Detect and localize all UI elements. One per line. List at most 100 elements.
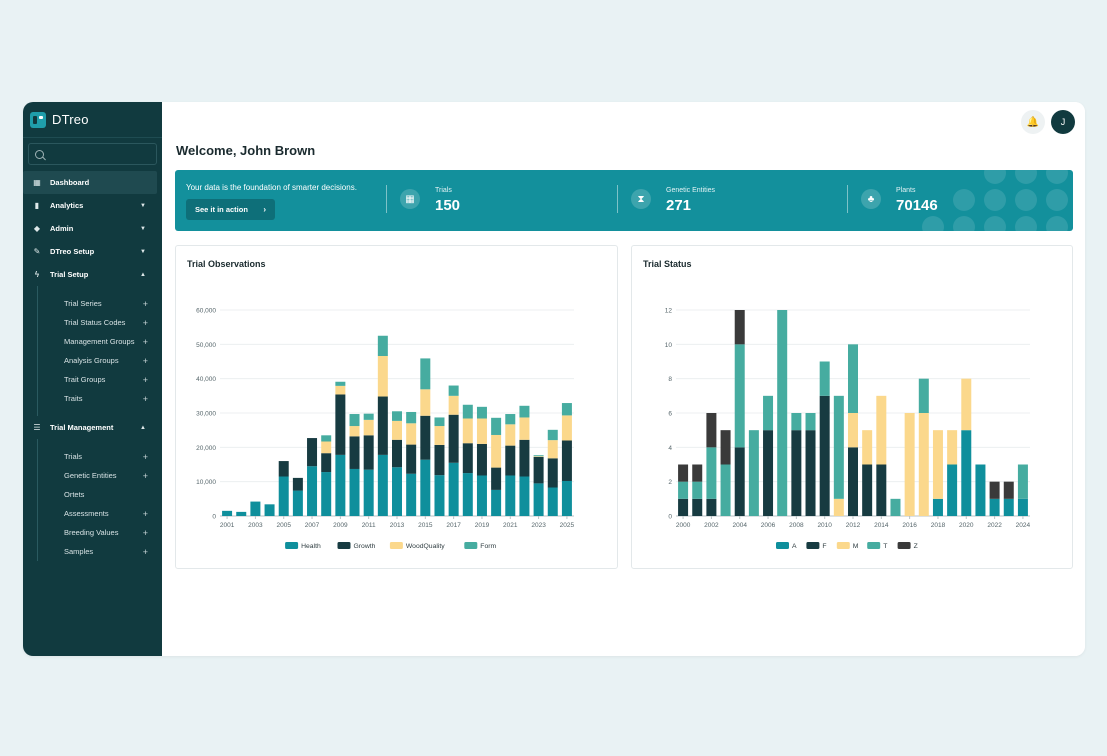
sidebar-subitem-label: Trait Groups	[64, 375, 106, 384]
sidebar-item-trial-management[interactable]: ☰ Trial Management ▲	[23, 416, 162, 439]
x-tick-label: 2004	[732, 522, 747, 529]
bar-segment-form	[406, 411, 417, 424]
bar-segment-t	[678, 481, 689, 499]
plus-icon[interactable]: +	[142, 298, 148, 309]
see-it-in-action-button[interactable]: See it in action ›	[186, 199, 275, 220]
trial-setup-submenu: Trial Series + Trial Status Codes + Manage…	[37, 286, 162, 416]
y-tick-label: 0	[212, 514, 216, 521]
stat-value-trials: 150	[435, 197, 461, 214]
x-tick-label: 2016	[902, 522, 917, 529]
bar-segment-growth	[448, 414, 459, 463]
bar-segment-health	[321, 472, 332, 516]
x-tick-label: 2022	[987, 522, 1002, 529]
sidebar-item-analytics[interactable]: ▮ Analytics ▼	[23, 194, 162, 217]
sidebar-subitem[interactable]: Traits +	[64, 389, 162, 408]
stat-value-plants: 70146	[896, 197, 938, 214]
bar-segment-m	[904, 413, 915, 516]
sidebar-subitem[interactable]: Samples +	[64, 542, 162, 561]
clipboard-icon: ☰	[33, 423, 41, 432]
plus-icon[interactable]: +	[142, 470, 148, 481]
sidebar-subitem[interactable]: Trial Status Codes +	[64, 313, 162, 332]
sidebar-item-dashboard[interactable]: ▦ Dashboard	[23, 171, 157, 194]
sidebar-subitem[interactable]: Management Groups +	[64, 332, 162, 351]
bar-segment-growth	[335, 394, 346, 455]
sidebar-item-dtreo-setup[interactable]: ✎ DTreo Setup ▼	[23, 240, 162, 263]
sidebar-subitem[interactable]: Trial Series +	[64, 294, 162, 313]
x-tick-label: 2006	[761, 522, 776, 529]
legend-label: WoodQuality	[406, 543, 445, 550]
bar-segment-growth	[363, 435, 374, 470]
bar-segment-f	[678, 498, 689, 516]
bar-segment-woodquality	[533, 456, 544, 457]
bar-segment-form	[321, 435, 332, 442]
plus-icon[interactable]: +	[142, 355, 148, 366]
search-input[interactable]	[28, 143, 157, 165]
decorative-circle	[953, 189, 975, 211]
avatar[interactable]: J	[1051, 110, 1075, 134]
plus-icon[interactable]: +	[142, 317, 148, 328]
divider	[617, 185, 618, 213]
bar-segment-form	[448, 385, 459, 396]
notification-bell-icon[interactable]: 🔔	[1021, 110, 1045, 134]
legend-label: T	[883, 543, 887, 550]
plus-icon[interactable]: +	[142, 374, 148, 385]
bar-segment-t	[890, 498, 901, 516]
bar-segment-growth	[307, 438, 318, 467]
bar-segment-health	[420, 459, 431, 516]
plus-icon[interactable]: +	[142, 336, 148, 347]
bar-segment-growth	[392, 439, 402, 468]
sidebar-item-admin[interactable]: ◆ Admin ▼	[23, 217, 162, 240]
bar-segment-health	[491, 489, 502, 516]
page-title: Welcome, John Brown	[176, 143, 316, 158]
sidebar-subitem[interactable]: Analysis Groups +	[64, 351, 162, 370]
sidebar-subitem[interactable]: Trials +	[64, 447, 162, 466]
bar-segment-health	[236, 511, 247, 516]
bar-segment-woodquality	[547, 440, 558, 459]
plus-icon[interactable]: +	[142, 527, 148, 538]
sidebar-subitem[interactable]: Assessments +	[64, 504, 162, 523]
bar-segment-form	[349, 414, 360, 427]
decorative-circle	[984, 189, 1006, 211]
bar-segment-growth	[561, 440, 572, 481]
x-tick-label: 2000	[676, 522, 691, 529]
sidebar-subitem[interactable]: Breeding Values +	[64, 523, 162, 542]
decorative-circle	[953, 216, 975, 231]
legend-swatch	[337, 542, 351, 549]
plus-icon[interactable]: +	[142, 508, 148, 519]
bar-segment-form	[491, 417, 502, 435]
sidebar-subitem[interactable]: Trait Groups +	[64, 370, 162, 389]
decorative-circle	[922, 216, 944, 231]
chevron-down-icon: ▼	[140, 202, 146, 209]
banner-tagline: Your data is the foundation of smarter d…	[186, 183, 357, 192]
plus-icon[interactable]: +	[142, 546, 148, 557]
button-label: See it in action	[195, 205, 248, 214]
sidebar-subitem[interactable]: Ortets	[64, 485, 162, 504]
bar-segment-t	[734, 344, 745, 448]
bar-segment-growth	[533, 456, 544, 484]
sidebar-subitem[interactable]: Genetic Entities +	[64, 466, 162, 485]
bar-segment-f	[763, 430, 774, 516]
plus-icon[interactable]: +	[142, 393, 148, 404]
bar-segment-growth	[491, 467, 502, 490]
x-tick-label: 2014	[874, 522, 889, 529]
bar-segment-form	[561, 403, 572, 416]
decorative-circle	[1015, 170, 1037, 184]
chevron-right-icon: ›	[263, 205, 266, 214]
bar-chart-icon: ▮	[34, 201, 40, 210]
bar-segment-a	[1003, 498, 1014, 516]
x-tick-label: 2019	[475, 522, 490, 529]
bar-segment-woodquality	[476, 418, 487, 444]
bar-segment-health	[392, 467, 402, 516]
bar-segment-woodquality	[434, 426, 445, 445]
y-tick-label: 12	[665, 308, 673, 315]
bar-segment-growth	[420, 415, 431, 460]
logo-icon	[30, 111, 46, 128]
logo[interactable]: DTreo	[23, 102, 162, 138]
plus-icon[interactable]: +	[142, 451, 148, 462]
bar-segment-growth	[377, 396, 388, 455]
x-tick-label: 2007	[305, 522, 320, 529]
bar-segment-woodquality	[392, 420, 402, 440]
sidebar-item-trial-setup[interactable]: ϟ Trial Setup ▲	[23, 263, 162, 286]
chart-title: Trial Observations	[187, 259, 266, 269]
bar-segment-health	[278, 476, 289, 516]
